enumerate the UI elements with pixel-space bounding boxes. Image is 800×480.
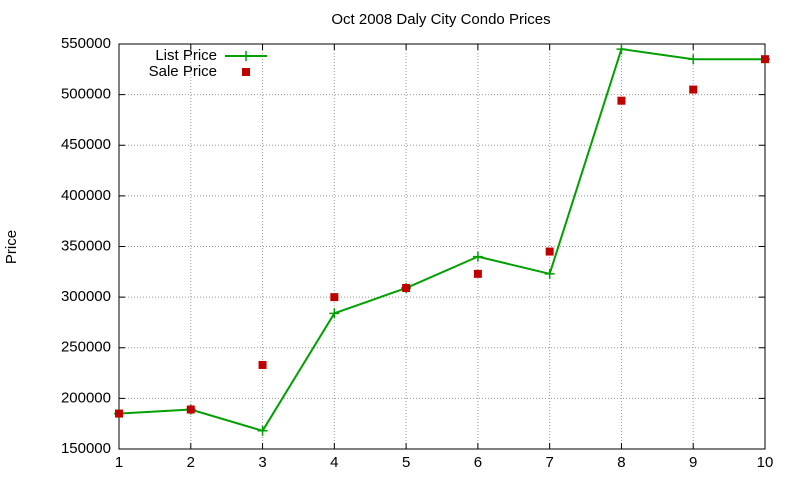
x-tick-label: 10 (757, 454, 774, 471)
marker (115, 409, 123, 418)
marker (473, 269, 482, 278)
x-tick-label: 9 (689, 454, 697, 471)
marker (617, 96, 626, 105)
y-tick-label: 450000 (61, 136, 111, 153)
x-tick-label: 4 (330, 454, 338, 471)
legend-label: List Price (155, 47, 217, 64)
x-tick-label: 7 (545, 454, 553, 471)
x-tick-label: 8 (617, 454, 625, 471)
marker (257, 425, 268, 436)
x-tick-label: 1 (115, 454, 123, 471)
marker (472, 251, 483, 262)
y-tick-label: 350000 (61, 237, 111, 254)
marker (616, 44, 627, 55)
marker (186, 405, 195, 414)
chart-title: Oct 2008 Daly City Condo Prices (331, 11, 550, 28)
y-tick-label: 150000 (61, 440, 111, 457)
marker (242, 68, 250, 76)
x-tick-label: 5 (402, 454, 410, 471)
legend-label: Sale Price (149, 63, 217, 80)
y-tick-label: 500000 (61, 86, 111, 103)
y-axis-label: Price (3, 230, 20, 264)
x-tick-label: 6 (474, 454, 482, 471)
marker (330, 293, 339, 302)
y-tick-label: 300000 (61, 288, 111, 305)
y-tick-label: 250000 (61, 339, 111, 356)
y-tick-label: 400000 (61, 187, 111, 204)
marker (689, 85, 698, 94)
marker (761, 55, 769, 64)
plot-frame (118, 43, 766, 450)
y-tick-label: 200000 (61, 389, 111, 406)
marker (688, 54, 699, 65)
marker (544, 268, 555, 279)
marker (258, 360, 267, 369)
marker (241, 51, 251, 61)
series-line (118, 47, 765, 432)
marker (329, 308, 340, 319)
marker (402, 284, 411, 293)
marker (545, 247, 554, 256)
x-tick-label: 2 (187, 454, 195, 471)
x-tick-label: 3 (258, 454, 266, 471)
y-tick-label: 550000 (61, 35, 111, 52)
